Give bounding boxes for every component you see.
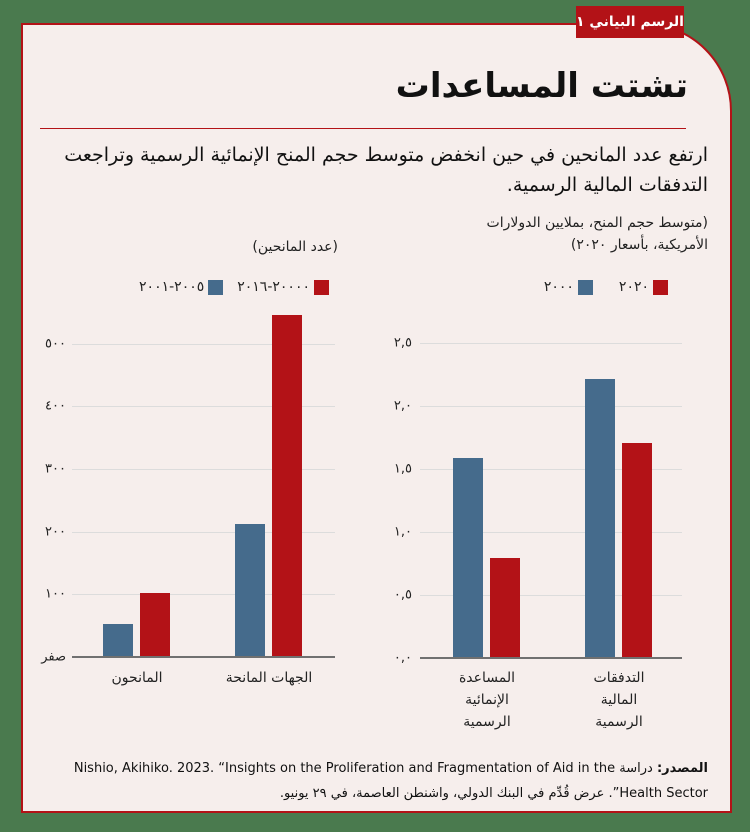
y-tick: ٤٠٠ — [45, 398, 66, 414]
bar-oda-2000 — [453, 458, 483, 658]
legend-item-2000: ٢٠٠٠ — [544, 279, 593, 295]
figure-subtitle: ارتفع عدد المانحين في حين انخفض متوسط حج… — [64, 144, 708, 196]
legend-item-2020: ٢٠٢٠ — [619, 279, 668, 295]
y-tick: ٢,٥ — [393, 335, 412, 351]
gridline — [72, 532, 335, 533]
category-label-oda: المساعدة الإنمائية الرسمية — [458, 670, 516, 730]
left-chart-legend: ٢٠٠٠٠-٢٠١٦ ٢٠٠٥-٢٠٠١ — [139, 279, 329, 295]
right-bar-chart — [420, 312, 682, 659]
source-note: المصدر: دراسة Nishio, Akihiko. 2023. “In… — [28, 756, 708, 806]
gridline — [420, 595, 682, 596]
right-unit-line2: الأمريكية، بأسعار ٢٠٢٠) — [570, 237, 708, 253]
right-unit-line1: (متوسط حجم المنح، بملايين الدولارات — [486, 215, 708, 231]
figure-number-label: الرسم البياني ١ — [576, 6, 684, 38]
y-tick: ٠,٥ — [393, 587, 412, 603]
right-chart-legend: ٢٠٢٠ ٢٠٠٠ — [544, 279, 668, 295]
left-bar-chart — [72, 312, 335, 658]
y-tick: صفر — [41, 649, 66, 665]
gridline — [420, 532, 682, 533]
legend-label: ٢٠٠٥-٢٠٠١ — [139, 279, 205, 295]
bar-oda-2020 — [490, 558, 520, 658]
figure-title: تشتت المساعدات — [395, 66, 688, 106]
y-tick: ٣٠٠ — [45, 461, 66, 477]
gridline — [420, 406, 682, 407]
legend-label: ٢٠٠٠٠-٢٠١٦ — [237, 279, 310, 295]
right-chart-unit-label: (متوسط حجم المنح، بملايين الدولارات الأم… — [408, 212, 708, 256]
gridline — [72, 344, 335, 345]
y-tick: ١٠٠ — [45, 586, 66, 602]
bar-donors-2016 — [140, 593, 170, 657]
bar-oof-2020 — [622, 443, 652, 658]
category-label-donors: المانحون — [111, 670, 163, 686]
source-label: المصدر: — [656, 761, 708, 776]
y-tick: ٠,٠ — [393, 650, 412, 666]
gridline — [72, 469, 335, 470]
source-text: دراسة Nishio, Akihiko. 2023. “Insights o… — [73, 761, 708, 801]
legend-label: ٢٠٢٠ — [618, 279, 649, 295]
legend-swatch-blue — [208, 279, 224, 295]
gridline — [72, 406, 335, 407]
category-label-oof: التدفقات المالية الرسمية — [593, 670, 645, 730]
legend-swatch-red — [653, 279, 668, 295]
title-divider — [40, 128, 686, 129]
legend-swatch-red — [314, 279, 329, 295]
gridline — [420, 343, 682, 344]
bar-agencies-2016 — [272, 315, 302, 657]
legend-label: ٢٠٠٠ — [543, 279, 574, 295]
legend-item-2001: ٢٠٠٥-٢٠٠١ — [139, 279, 224, 295]
y-tick: ١,٠ — [393, 524, 412, 540]
category-label-donor-agencies: الجهات المانحة — [225, 670, 313, 686]
y-tick: ١,٥ — [393, 461, 412, 477]
legend-swatch-blue — [577, 279, 593, 295]
x-axis-baseline — [420, 657, 682, 659]
legend-item-2016: ٢٠٠٠٠-٢٠١٦ — [237, 279, 329, 295]
gridline — [420, 469, 682, 470]
bar-agencies-2001-2005 — [235, 524, 265, 657]
y-tick: ٥٠٠ — [45, 336, 66, 352]
y-tick: ٢,٠ — [393, 398, 412, 414]
x-axis-baseline — [72, 656, 335, 658]
gridline — [72, 594, 335, 595]
y-tick: ٢٠٠ — [45, 524, 66, 540]
bar-oof-2000 — [585, 379, 615, 658]
bar-donors-2001-2005 — [103, 624, 133, 657]
left-chart-unit-label: (عدد المانحين) — [252, 239, 338, 255]
